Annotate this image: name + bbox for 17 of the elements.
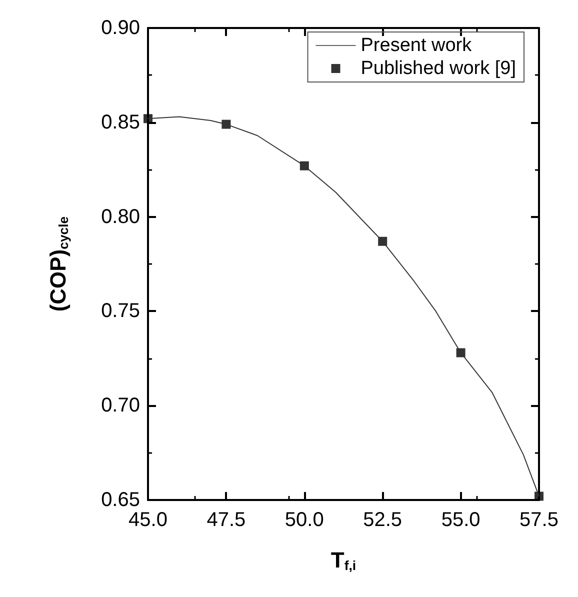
y-tick-label: 0.65 [101, 489, 140, 511]
y-axis-title: (COP)cycle [46, 216, 71, 312]
x-tick-label: 52.5 [363, 509, 402, 531]
y-tick-label: 0.90 [101, 17, 140, 39]
point [534, 492, 544, 501]
point [144, 114, 152, 124]
x-tick-label: 47.5 [206, 509, 246, 531]
y-tick-label: 0.70 [101, 394, 140, 417]
x-tick-label: 50.0 [284, 509, 324, 531]
legend-label: Present work [360, 35, 472, 56]
legend-label: Published work [9] [360, 58, 516, 79]
x-tick-label: 45.0 [128, 509, 168, 531]
y-tick-label: 0.85 [101, 111, 140, 134]
y-tick-label: 0.80 [101, 206, 140, 228]
x-tick-label: 57.5 [520, 509, 558, 531]
x-tick-label: 55.0 [441, 509, 480, 531]
y-tick-label: 0.75 [101, 300, 140, 322]
